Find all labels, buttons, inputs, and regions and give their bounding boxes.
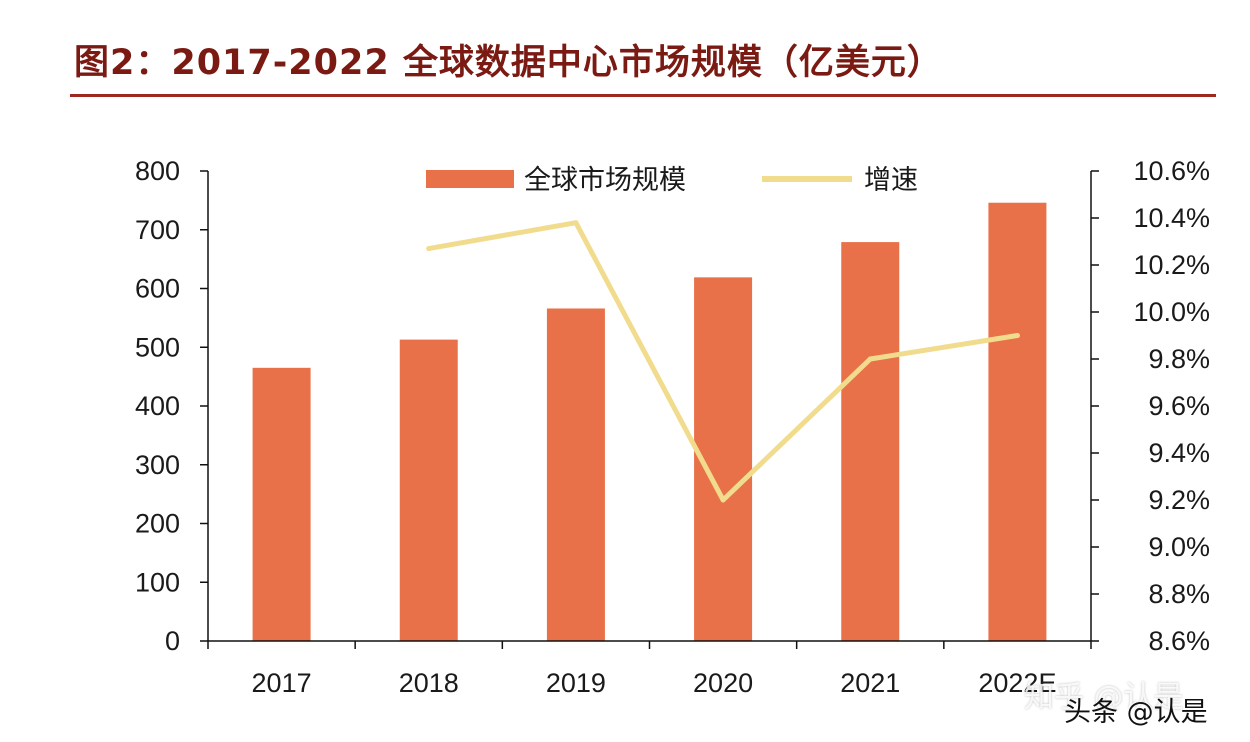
bars-layer xyxy=(252,202,1047,641)
line-layer xyxy=(426,220,1020,503)
legend-bar-swatch xyxy=(426,170,514,188)
right-tick-label-10.2%: 10.2% xyxy=(1133,250,1210,280)
right-tick-label-10.4%: 10.4% xyxy=(1133,203,1210,233)
right-tick-label-9.4%: 9.4% xyxy=(1148,438,1210,468)
left-tick-label-700: 700 xyxy=(135,215,180,245)
left-tick-label-500: 500 xyxy=(135,332,180,362)
growth-point-2022E xyxy=(1014,333,1020,338)
bar-2019 xyxy=(546,308,605,641)
bar-2022E xyxy=(988,202,1047,641)
bar-2017 xyxy=(252,367,311,641)
legend-line-label: 增速 xyxy=(864,165,918,195)
left-tick-label-800: 800 xyxy=(135,156,180,186)
left-tick-label-200: 200 xyxy=(135,509,180,539)
title-rule xyxy=(70,94,1216,97)
right-tick-label-9.2%: 9.2% xyxy=(1148,485,1210,515)
x-tick-label-2021: 2021 xyxy=(840,668,900,698)
growth-point-2018 xyxy=(426,246,432,252)
left-tick-label-0: 0 xyxy=(165,626,180,656)
x-tick-label-2020: 2020 xyxy=(693,668,753,698)
growth-point-2020 xyxy=(720,497,726,503)
right-tick-label-9.6%: 9.6% xyxy=(1148,391,1210,421)
x-tick-label-2018: 2018 xyxy=(399,668,459,698)
right-tick-label-9.8%: 9.8% xyxy=(1148,344,1210,374)
right-tick-label-8.6%: 8.6% xyxy=(1148,626,1210,656)
axes-layer: 0 100 200 300 400 500 600 700 800 8.6% 8.8% 9.0% 9.2… xyxy=(135,156,1210,698)
x-tick-label-2019: 2019 xyxy=(546,668,606,698)
chart-title: 图2：2017-2022 全球数据中心市场规模（亿美元） xyxy=(74,43,943,83)
bar-2021 xyxy=(841,242,900,641)
watermark-zhihu: 知乎 @认是 xyxy=(1024,680,1184,715)
legend: 全球市场规模 增速 xyxy=(426,165,918,195)
growth-point-2021 xyxy=(867,356,873,362)
legend-bar-label: 全球市场规模 xyxy=(524,165,686,195)
right-tick-label-9.0%: 9.0% xyxy=(1148,532,1210,562)
left-tick-label-100: 100 xyxy=(135,567,180,597)
right-tick-label-8.8%: 8.8% xyxy=(1148,579,1210,609)
left-tick-label-600: 600 xyxy=(135,274,180,304)
bar-2018 xyxy=(399,339,458,641)
right-tick-label-10.0%: 10.0% xyxy=(1133,297,1210,327)
x-tick-label-2022E: 2022E xyxy=(978,668,1056,698)
right-tick-label-10.6%: 10.6% xyxy=(1133,156,1210,186)
left-tick-label-400: 400 xyxy=(135,391,180,421)
watermark-toutiao: 头条 @认是 xyxy=(1064,697,1208,728)
left-tick-label-300: 300 xyxy=(135,450,180,480)
x-tick-label-2017: 2017 xyxy=(252,668,312,698)
growth-point-2019 xyxy=(573,220,579,226)
